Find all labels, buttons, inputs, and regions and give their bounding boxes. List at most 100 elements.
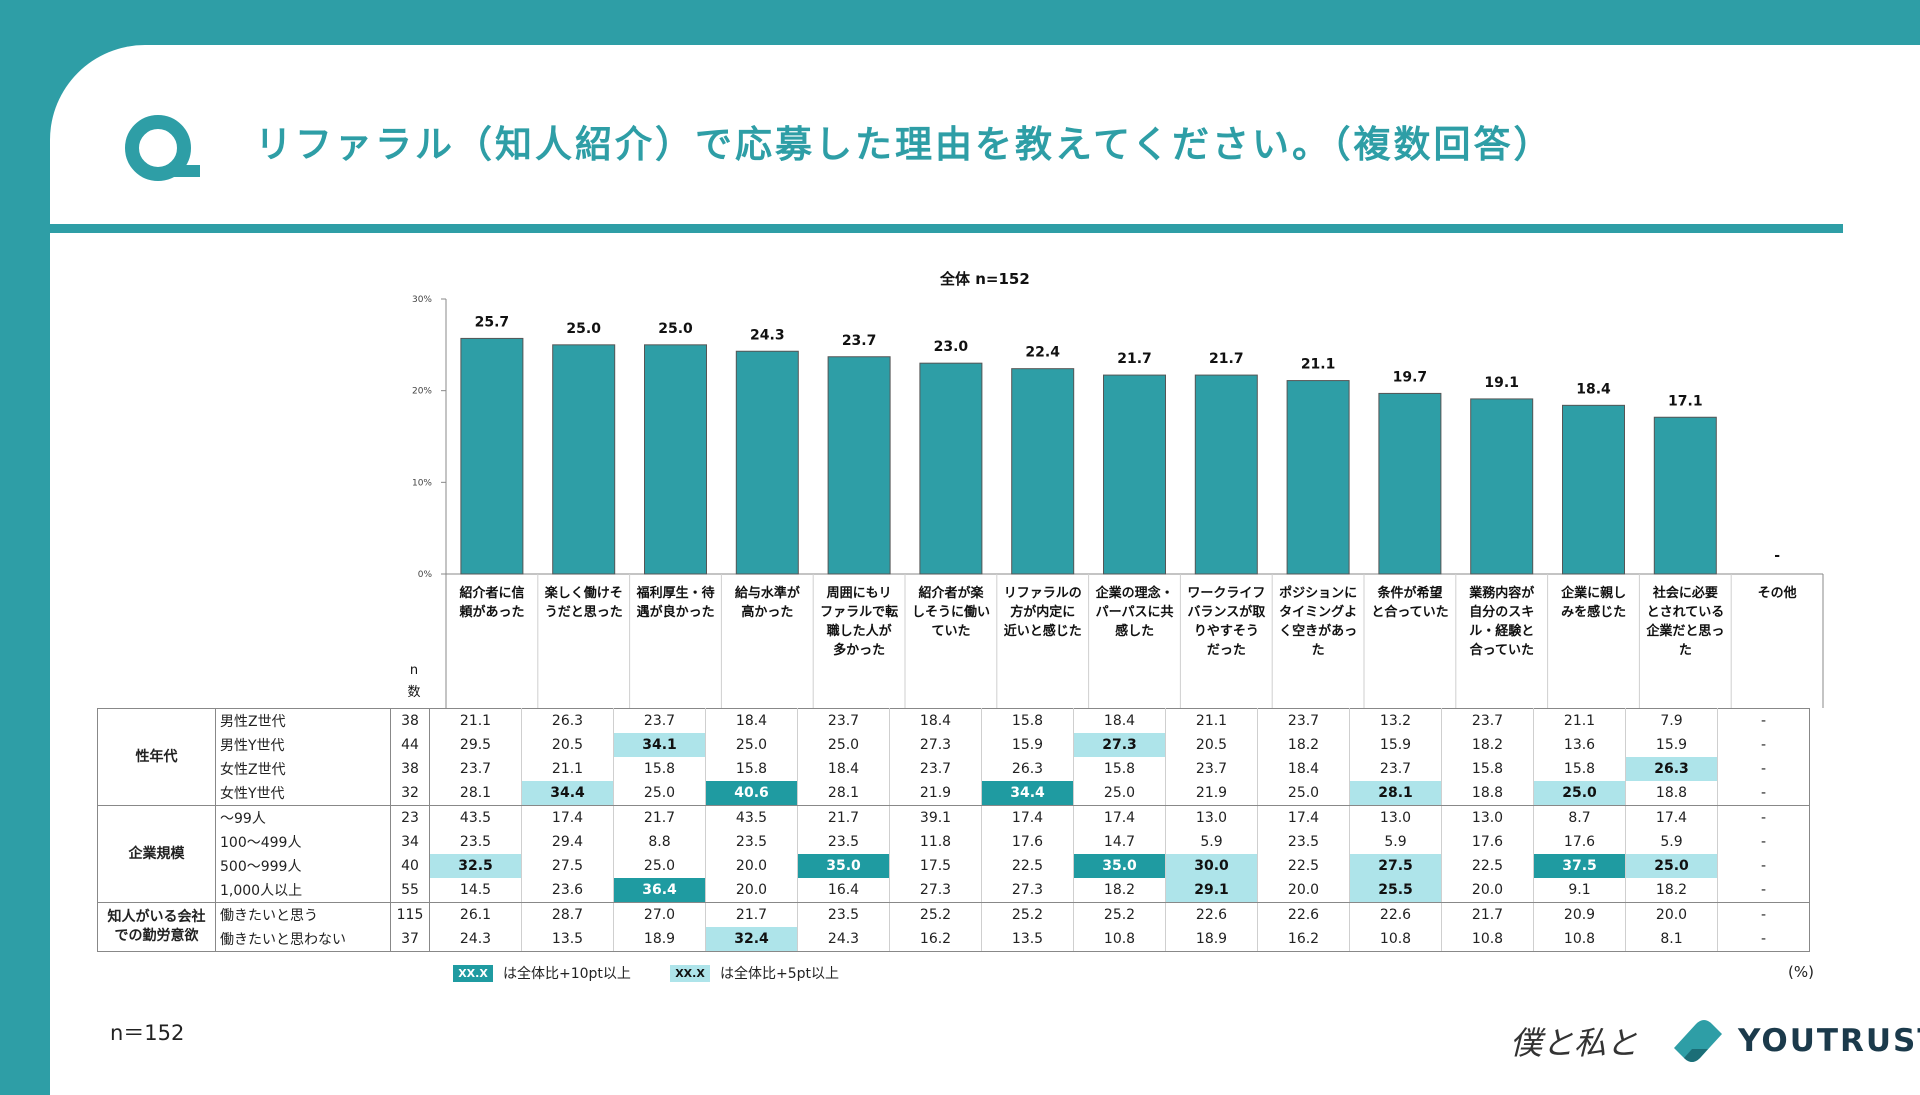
table-cell: 27.3 [889, 733, 982, 757]
table-cell: 15.9 [1625, 733, 1718, 757]
table-cell: 15.8 [613, 757, 706, 781]
table-cell: 22.6 [1165, 902, 1258, 927]
bar-value-label: 25.0 [658, 321, 693, 337]
table-cell: 13.5 [981, 927, 1074, 952]
table-cell: 23.7 [1257, 708, 1350, 733]
table-cell: 20.5 [1165, 733, 1258, 757]
row-label: 1,000人以上 [215, 878, 391, 903]
bar [1378, 392, 1442, 575]
table-cell: 18.8 [1625, 781, 1718, 806]
table-cell: 39.1 [889, 805, 982, 830]
row-label: 女性Z世代 [215, 757, 391, 781]
legend-swatch-10: XX.X [453, 964, 493, 982]
y-tick-label: 20% [412, 387, 432, 397]
row-n: 38 [390, 757, 430, 781]
bar [919, 362, 983, 575]
table-cell: 14.7 [1073, 830, 1166, 854]
table-cell: 13.2 [1349, 708, 1442, 733]
category-label-line: リファラルの [1003, 586, 1082, 601]
table-cell: 27.0 [613, 902, 706, 927]
category-label-line: 多かった [833, 643, 886, 658]
table-cell: 21.1 [521, 757, 614, 781]
table-cell: 23.7 [1165, 757, 1258, 781]
row-label: 100～499人 [215, 830, 391, 854]
table-cell: 23.7 [797, 708, 890, 733]
table-cell: 16.2 [1257, 927, 1350, 952]
youtrust-logo: YOUTRUST [1670, 1018, 1920, 1064]
category-label-line: 自分のスキ [1469, 605, 1535, 620]
table-cell: 22.5 [1257, 854, 1350, 878]
table-cell: 22.6 [1257, 902, 1350, 927]
category-label-line: りやすそう [1193, 624, 1259, 639]
chart-title: 全体 n=152 [940, 270, 1030, 288]
group-label: 企業規模 [97, 805, 216, 903]
table-row: 1,000人以上 55 14.5 23.6 36.4 20.0 16.4 27.3 27.3 18… [98, 878, 1810, 903]
category-label-line: 給与水準が [734, 586, 800, 601]
n-header-n: n [409, 663, 419, 678]
bar-value-label: 18.4 [1576, 381, 1611, 397]
group-label: 性年代 [97, 708, 216, 806]
group-label-line: 性年代 [135, 748, 178, 765]
bar-value-label: 25.7 [475, 314, 510, 330]
table-cell: 16.4 [797, 878, 890, 903]
category-label-line: バランスが取 [1187, 605, 1266, 620]
table-cell: 34.1 [613, 733, 706, 757]
n-header: n 数 [406, 660, 422, 704]
table-row: 知人がいる会社 での勤労意欲 働きたいと思う 115 26.1 28.7 27.0 21.7 2… [97, 902, 1810, 952]
bar [1103, 374, 1166, 575]
table-cell: - [1717, 902, 1810, 927]
category-label-line: ワークライフ [1187, 586, 1266, 601]
table-cell: 13.6 [1533, 733, 1626, 757]
table-cell: 20.0 [1625, 902, 1718, 927]
table-cell: 28.1 [1349, 781, 1442, 806]
table-cell: 20.9 [1533, 902, 1626, 927]
table-cell: 23.5 [705, 830, 798, 854]
table-cell: 25.2 [1073, 902, 1166, 927]
bar-value-label: 23.0 [934, 339, 969, 355]
table-cell: 25.0 [1073, 781, 1166, 806]
table-cell: 25.2 [981, 902, 1074, 927]
category-label: 紹介者が楽 しそうに働い ていた [906, 584, 996, 641]
table-cell: 10.8 [1533, 927, 1626, 952]
table-cell: - [1717, 878, 1810, 903]
category-label-line: 楽しく働けそ [544, 586, 623, 601]
row-n: 23 [390, 805, 430, 830]
table-cell: 27.5 [1349, 854, 1442, 878]
category-label-line: だった [1206, 643, 1246, 658]
title-rule [50, 224, 1843, 233]
table-cell: 18.8 [1441, 781, 1534, 806]
table-cell: 15.8 [1441, 757, 1534, 781]
table-cell: 18.2 [1073, 878, 1166, 903]
table-cell: 10.8 [1349, 927, 1442, 952]
table-row: 女性Z世代 38 23.7 21.1 15.8 15.8 18.4 23.7 26.3 15.8 2… [98, 757, 1810, 781]
table-cell: 27.5 [521, 854, 614, 878]
bar [735, 350, 799, 575]
table-cell: 25.0 [1625, 854, 1718, 878]
table-cell: 34.4 [981, 781, 1074, 806]
legend-label-5: は全体比+5pt以上 [720, 966, 840, 982]
table-cell: 40.6 [705, 781, 798, 806]
table-cell: 11.8 [889, 830, 982, 854]
youtrust-logo-text: YOUTRUST [1738, 1023, 1920, 1059]
row-n: 44 [390, 733, 430, 757]
table-cell: 13.0 [1441, 805, 1534, 830]
table-cell: 17.4 [1257, 805, 1350, 830]
table-cell: 20.5 [521, 733, 614, 757]
y-tick-label: 30% [412, 295, 432, 305]
legend-label-10: は全体比+10pt以上 [503, 966, 631, 982]
table-cell: - [1717, 830, 1810, 854]
category-label: 企業の理念・ パーパスに共 感した [1090, 584, 1180, 641]
table-cell: 29.4 [521, 830, 614, 854]
table-cell: 14.5 [429, 878, 522, 903]
row-n: 38 [390, 708, 430, 733]
row-n: 40 [390, 854, 430, 878]
row-label: 働きたいと思う [215, 902, 391, 927]
table-cell: 28.1 [797, 781, 890, 806]
category-label: 楽しく働けそ うだと思った [539, 584, 629, 622]
bar-value-label: 25.0 [566, 321, 601, 337]
row-label: 男性Z世代 [215, 708, 391, 733]
table-cell: 21.7 [1441, 902, 1534, 927]
table-cell: 17.4 [1625, 805, 1718, 830]
category-label-line: 社会に必要 [1652, 586, 1718, 601]
category-label-line: 紹介者が楽 [918, 586, 984, 601]
